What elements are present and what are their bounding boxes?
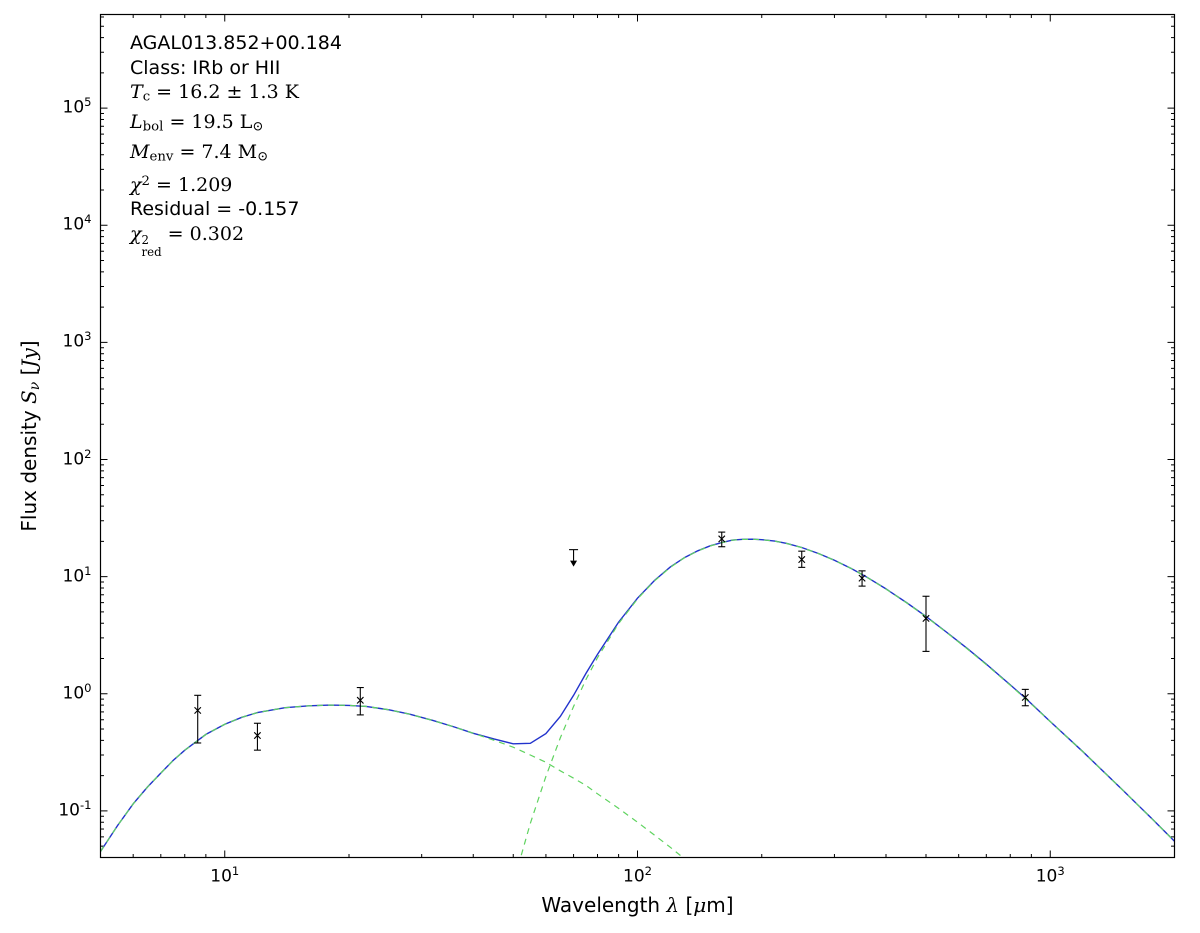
plot-frame: [99, 13, 1176, 859]
y-tick-label: 100: [62, 680, 92, 704]
photometry-point: [922, 595, 930, 652]
photometry-point: [1021, 688, 1029, 707]
model-total-curve: [100, 538, 1175, 852]
warm-component-curve: [100, 704, 684, 858]
fit-parameters-annotation: AGAL013.852+00.184 Class: IRb or HII Tc = …: [130, 31, 342, 259]
photometry-point: [356, 686, 364, 716]
x-tick-label: 101: [210, 863, 240, 887]
y-tick-label: 105: [62, 95, 92, 118]
annotation-envelope-mass: Menv = 7.4 M⊙: [130, 140, 269, 165]
y-tick-label: 104: [62, 212, 92, 235]
annotation-bolometric-luminosity: Lbol = 19.5 L⊙: [130, 110, 264, 135]
annotation-class: Class: IRb or HII: [130, 56, 281, 79]
x-axis-label: Wavelength λ [μm]: [541, 893, 734, 917]
x-tick-label: 102: [623, 863, 652, 887]
y-axis-label: Flux density Sν [Jy]: [17, 340, 43, 532]
sup-sub-stack: 2 red: [141, 233, 162, 260]
annotation-residual: Residual = -0.157: [130, 198, 300, 221]
x-tick-label: 103: [1035, 863, 1065, 887]
annotation-reduced-chi-squared: χ 2 red = 0.302: [130, 222, 245, 260]
y-tick-label: 101: [62, 563, 92, 587]
photometry-point: [718, 531, 726, 548]
annotation-chi-squared: χ2 = 1.209: [130, 173, 233, 196]
annotation-source-name: AGAL013.852+00.184: [130, 32, 342, 54]
annotation-dust-temperature: Tc = 16.2 ± 1.3 K: [130, 81, 299, 105]
photometry-point: [569, 549, 579, 567]
y-tick-label: 102: [62, 446, 92, 470]
y-tick-label: 103: [62, 329, 92, 353]
photometry-point: [194, 694, 202, 744]
photometry-point: [253, 722, 262, 751]
photometry-point: [858, 570, 866, 587]
photometry-point: [798, 550, 806, 568]
y-tick-label: 10-1: [58, 797, 92, 821]
upper-limit-arrow-icon: [570, 560, 578, 567]
cold-component-curve: [519, 538, 1175, 858]
